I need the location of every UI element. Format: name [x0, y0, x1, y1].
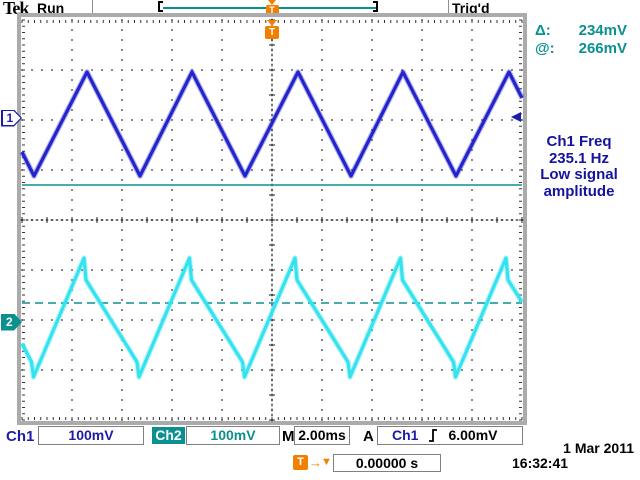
time: 16:32:41: [512, 455, 569, 471]
delta-value: 234mV: [578, 22, 627, 39]
ch1-freq-readout: Ch1 Freq 235.1 Hz Low signal amplitude: [524, 133, 634, 200]
readout-warning-2: amplitude: [543, 182, 615, 200]
down-triangle-icon: [267, 20, 277, 26]
ch2-position-marker: 2: [1, 313, 22, 331]
trigger-mode-label: A: [363, 428, 374, 445]
timebase-box: 2.00ms: [294, 426, 350, 445]
trigger-position-box: 0.00000 s: [333, 454, 441, 472]
trigger-marker-icon: T: [293, 455, 308, 470]
down-triangle-icon: [268, 0, 276, 5]
trigger-status: Trig'd: [452, 0, 490, 16]
timebase-label: M: [282, 428, 295, 445]
trigger-level: 6.00mV: [448, 427, 498, 443]
readout-value: 235.1 Hz: [548, 149, 610, 167]
acquisition-status: Run: [37, 0, 65, 16]
delta-label: Δ:: [535, 22, 551, 39]
ch2-scale-box: 100mV: [186, 426, 280, 445]
at-label: @:: [535, 40, 555, 57]
date: 1 Mar 2011: [563, 440, 634, 456]
down-triangle-icon: ▼: [321, 456, 332, 468]
display-frame: [17, 13, 527, 425]
ch1-position-marker: 1: [1, 109, 22, 127]
ch1-label: Ch1: [6, 428, 35, 445]
trigger-level-arrow-icon: [511, 111, 521, 122]
readout-title: Ch1 Freq: [546, 133, 612, 150]
trigger-source: Ch1: [392, 427, 419, 443]
graticule-and-waveforms: [19, 18, 525, 422]
at-value: 266mV: [578, 40, 627, 57]
delta-measurement: Δ: 234mV: [535, 22, 627, 39]
at-measurement: @: 266mV: [535, 40, 627, 57]
right-arrow-icon: →: [309, 455, 322, 470]
rising-edge-icon: [429, 429, 438, 442]
ch2-label-badge: Ch2: [152, 427, 185, 444]
trigger-record-marker-icon: T: [265, 0, 279, 15]
ch1-scale-box: 100mV: [38, 426, 144, 445]
topbar-divider-left: [92, 0, 93, 13]
topbar-divider-right: [448, 0, 449, 13]
record-window-bracket-left: [158, 1, 163, 12]
trigger-readout-box: Ch1 6.00mV: [377, 426, 523, 445]
record-window-bracket-right: [373, 1, 378, 12]
trigger-position-marker-icon: T: [265, 20, 279, 39]
readout-warning-1: Low signal: [540, 166, 618, 183]
